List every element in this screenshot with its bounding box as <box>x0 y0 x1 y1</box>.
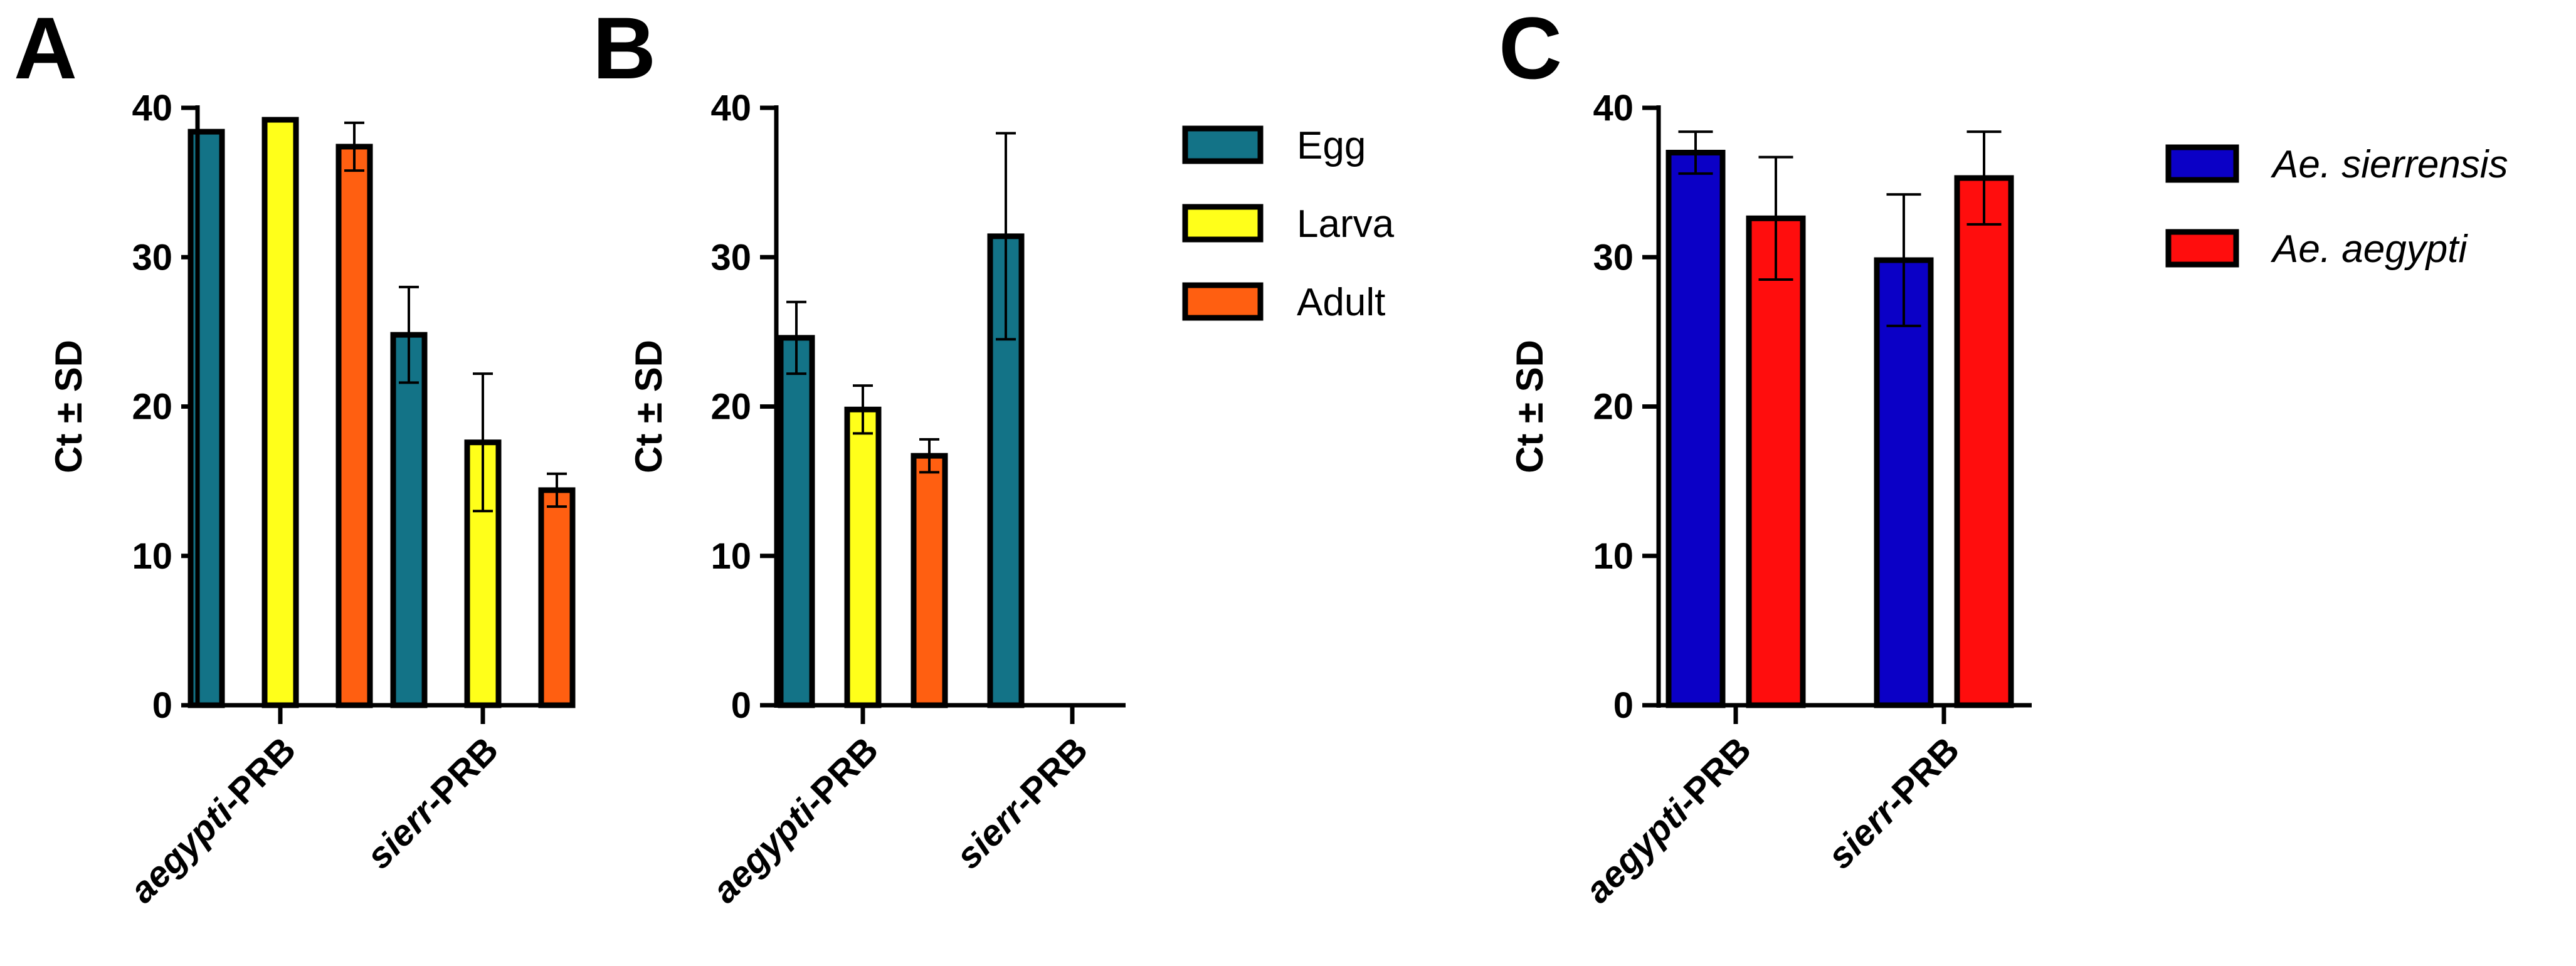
x-tick-label-italic: aegypti <box>704 791 824 911</box>
y-tick-label: 30 <box>710 237 751 278</box>
legend-swatch <box>1182 125 1264 164</box>
x-tick-label: aegypti-PRB <box>1577 729 1759 911</box>
bar-adult <box>538 487 576 708</box>
panel-A: A Ct ± SD 0 10 20 30 40 aegypti-PRB sierr-PRB <box>14 0 576 911</box>
y-axis-label: Ct ± SD <box>628 340 670 473</box>
x-tick-label: sierr-PRB <box>948 729 1095 876</box>
legend-label: Adult <box>1297 281 1385 324</box>
panels: A Ct ± SD 0 10 20 30 40 aegypti-PRB sierr-PRB B Ct… <box>14 0 2508 911</box>
panel-letter: B <box>593 0 656 97</box>
x-tick-label: aegypti-PRB <box>704 729 886 911</box>
x-tick-label-italic: aegypti <box>122 791 241 911</box>
bar-ae-aegypti <box>1746 215 1806 708</box>
bar-adult <box>335 144 373 708</box>
y-tick-label: 0 <box>1613 685 1634 726</box>
bar-egg <box>390 332 428 708</box>
panel-letter: C <box>1499 0 1562 97</box>
bar-larva <box>844 406 882 708</box>
y-tick-label: 10 <box>132 536 172 577</box>
legend-label: Ae. sierrensis <box>2270 143 2508 186</box>
y-tick-label: 20 <box>132 387 172 428</box>
y-tick-label: 10 <box>1593 536 1634 577</box>
y-tick-label: 30 <box>1593 237 1634 278</box>
legend-label: Larva <box>1297 202 1395 246</box>
bar-adult <box>911 453 948 708</box>
y-tick-label: 20 <box>710 387 751 428</box>
y-axis-label: Ct ± SD <box>48 340 90 473</box>
legend-swatch <box>1182 282 1264 321</box>
bar-ae-aegypti <box>1954 175 2014 708</box>
y-axis-label: Ct ± SD <box>1509 340 1551 473</box>
legend-swatch <box>2165 229 2239 268</box>
x-tick-label: sierr-PRB <box>359 729 506 876</box>
y-tick-label: 10 <box>710 536 751 577</box>
x-tick-label-italic: aegypti <box>1577 791 1697 911</box>
y-tick-label: 20 <box>1593 387 1634 428</box>
y-tick-label: 0 <box>731 685 751 726</box>
x-tick-label: aegypti-PRB <box>122 729 304 911</box>
panel-C: C Ct ± SD 0 10 20 30 40 aegypti-PRB sierr-PRB Ae.… <box>1499 0 2508 911</box>
bar-egg <box>778 335 815 708</box>
y-tick-label: 40 <box>132 88 172 129</box>
y-tick-label: 30 <box>132 237 172 278</box>
legend-label: Egg <box>1297 124 1366 167</box>
y-tick-label: 40 <box>1593 88 1634 129</box>
y-tick-label: 0 <box>152 685 172 726</box>
y-tick-label: 40 <box>710 88 751 129</box>
legend-swatch <box>2165 144 2239 183</box>
bar-larva <box>261 117 299 708</box>
panel-B: B Ct ± SD 0 10 20 30 40 aegypti-PRB sierr-PRB Egg… <box>593 0 1395 911</box>
panel-letter: A <box>14 0 77 97</box>
bar-ae-sierrensis <box>1874 257 1934 708</box>
legend-swatch <box>1182 204 1264 243</box>
x-tick-label: sierr-PRB <box>1820 729 1967 876</box>
legend-label: Ae. aegypti <box>2270 228 2468 271</box>
bar-ae-sierrensis <box>1665 149 1726 708</box>
